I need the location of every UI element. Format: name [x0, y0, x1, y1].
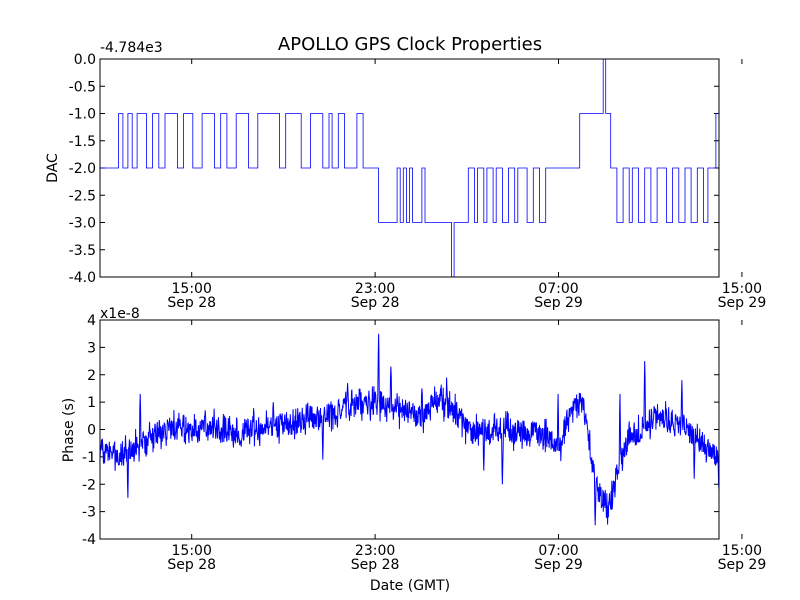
phase-ytick-label: -2 [82, 477, 96, 493]
phase-ytick-label: -3 [82, 505, 96, 521]
dac-ytick-label: -1.0 [69, 107, 96, 123]
dac-series [100, 58, 719, 278]
dac-xtick-time-label: 07:00 [538, 281, 578, 297]
phase-series-line [99, 333, 720, 526]
phase-offset-label: x1e-8 [100, 306, 140, 322]
dac-xtick-time-label: 23:00 [355, 281, 395, 297]
phase-xtick-date-label: Sep 28 [351, 557, 400, 573]
phase-xtick-time-label: 23:00 [355, 543, 395, 559]
dac-xtick-time-label: 15:00 [172, 281, 212, 297]
phase-xtick-time-label: 15:00 [722, 543, 762, 559]
dac-xtick-date-label: Sep 29 [718, 295, 767, 311]
phase-ytick-label: -4 [82, 532, 96, 548]
phase-ytick-label: 2 [87, 368, 96, 384]
dac-plot-frame [99, 58, 720, 278]
dac-series-line [100, 58, 719, 278]
x-axis-label: Date (GMT) [370, 578, 450, 594]
dac-ytick-label: -1.5 [69, 134, 96, 150]
dac-ticks: 0.0 -0.5 -1.0 -1.5 -2.0 -2.5 -3.0 -3.5 -4.0 15:00… [69, 52, 767, 311]
phase-plot-frame [99, 319, 720, 540]
dac-y-axis-label: DAC [45, 153, 61, 183]
phase-xtick-date-label: Sep 29 [534, 557, 583, 573]
phase-ytick-label: -1 [82, 450, 96, 466]
phase-ytick-label: 0 [87, 423, 96, 439]
phase-xtick-date-label: Sep 28 [167, 557, 216, 573]
dac-xtick-date-label: Sep 28 [167, 295, 216, 311]
phase-xtick-time-label: 15:00 [172, 543, 212, 559]
dac-offset-label: -4.784e3 [100, 40, 163, 56]
dac-xtick-date-label: Sep 29 [534, 295, 583, 311]
dac-ytick-label: -2.5 [69, 188, 96, 204]
phase-ytick-label: 4 [87, 313, 96, 329]
phase-ytick-label: 3 [87, 340, 96, 356]
phase-xtick-time-label: 07:00 [538, 543, 578, 559]
dac-ytick-label: -3.5 [69, 243, 96, 259]
dac-ytick-label: -0.5 [69, 79, 96, 95]
dac-xtick-date-label: Sep 28 [351, 295, 400, 311]
phase-series [99, 333, 720, 526]
chart-title: APOLLO GPS Clock Properties [278, 34, 542, 55]
dac-ytick-label: 0.0 [74, 52, 96, 68]
phase-ytick-label: 1 [87, 395, 96, 411]
dac-ytick-label: -2.0 [69, 161, 96, 177]
phase-xtick-date-label: Sep 29 [718, 557, 767, 573]
dac-ytick-label: -4.0 [69, 270, 96, 286]
phase-panel: x1e-8 Phase (s) Date (GMT) 4 3 2 1 0 -1 -2 -3 -4… [61, 306, 767, 594]
dac-panel: APOLLO GPS Clock Properties -4.784e3 DAC… [45, 34, 767, 311]
phase-y-axis-label: Phase (s) [61, 398, 77, 462]
dac-ytick-label: -3.0 [69, 216, 96, 232]
dac-xtick-time-label: 15:00 [722, 281, 762, 297]
